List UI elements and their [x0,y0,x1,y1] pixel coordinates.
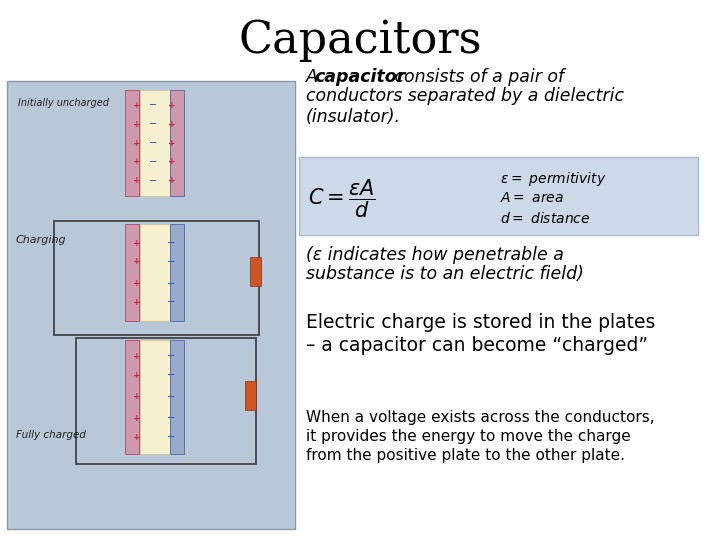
Text: +: + [168,139,175,147]
Text: $d = $ distance: $d = $ distance [500,211,591,226]
Text: −: − [167,257,176,267]
Bar [245,381,256,410]
Text: (ε indicates how penetrable a: (ε indicates how penetrable a [306,246,564,264]
Text: consists of a pair of: consists of a pair of [389,68,564,85]
Text: $\epsilon = $ permitivity: $\epsilon = $ permitivity [500,170,607,188]
Text: When a voltage exists across the conductors,: When a voltage exists across the conduct… [306,410,654,426]
Text: +: + [133,177,140,185]
Text: A: A [306,68,323,85]
Bar [140,90,170,195]
Text: +: + [133,101,140,110]
Text: +: + [133,393,140,401]
Text: (insulator).: (insulator). [306,108,401,126]
Text: −: − [167,370,176,380]
Bar [54,221,259,335]
Text: +: + [133,414,140,423]
Text: −: − [167,433,176,442]
Text: Fully charged: Fully charged [16,430,86,440]
Text: +: + [168,158,175,166]
Text: +: + [133,279,140,288]
Text: −: − [167,392,176,402]
Text: −: − [167,298,176,307]
Bar [170,340,184,454]
Text: $A = $ area: $A = $ area [500,191,564,205]
Text: capacitor: capacitor [315,68,406,85]
Bar [125,224,139,321]
Bar [125,90,139,195]
Bar [140,340,170,454]
Text: +: + [133,158,140,166]
Text: – a capacitor can become “charged”: – a capacitor can become “charged” [306,336,648,355]
Text: −: − [149,119,158,129]
Text: −: − [167,352,176,361]
Text: −: − [149,138,158,148]
Text: −: − [167,238,176,248]
Text: +: + [133,298,140,307]
Text: Electric charge is stored in the plates: Electric charge is stored in the plates [306,313,655,332]
Text: Initially uncharged: Initially uncharged [18,98,109,107]
Bar [170,224,184,321]
Bar [140,224,170,321]
Text: −: − [167,414,176,423]
Bar [299,157,698,235]
Text: +: + [133,433,140,442]
Bar [7,81,295,529]
Text: Capacitors: Capacitors [238,19,482,62]
Text: conductors separated by a dielectric: conductors separated by a dielectric [306,87,624,105]
Bar [76,338,256,464]
Text: +: + [168,101,175,110]
Text: +: + [133,120,140,129]
Text: +: + [168,177,175,185]
Text: it provides the energy to move the charge: it provides the energy to move the charg… [306,429,631,444]
Text: −: − [149,176,158,186]
Text: −: − [167,279,176,288]
Bar [170,90,184,195]
Bar [125,340,139,454]
Text: +: + [133,239,140,247]
Text: +: + [133,371,140,380]
Text: +: + [133,258,140,266]
Bar [250,256,261,286]
Text: −: − [149,157,158,167]
Text: $C = \dfrac{\epsilon A}{d}$: $C = \dfrac{\epsilon A}{d}$ [308,178,376,220]
Text: +: + [168,120,175,129]
Text: substance is to an electric field): substance is to an electric field) [306,265,584,282]
Text: +: + [133,352,140,361]
Text: +: + [133,139,140,147]
Text: Charging: Charging [16,235,66,245]
Text: from the positive plate to the other plate.: from the positive plate to the other pla… [306,448,625,463]
Text: −: − [149,100,158,110]
